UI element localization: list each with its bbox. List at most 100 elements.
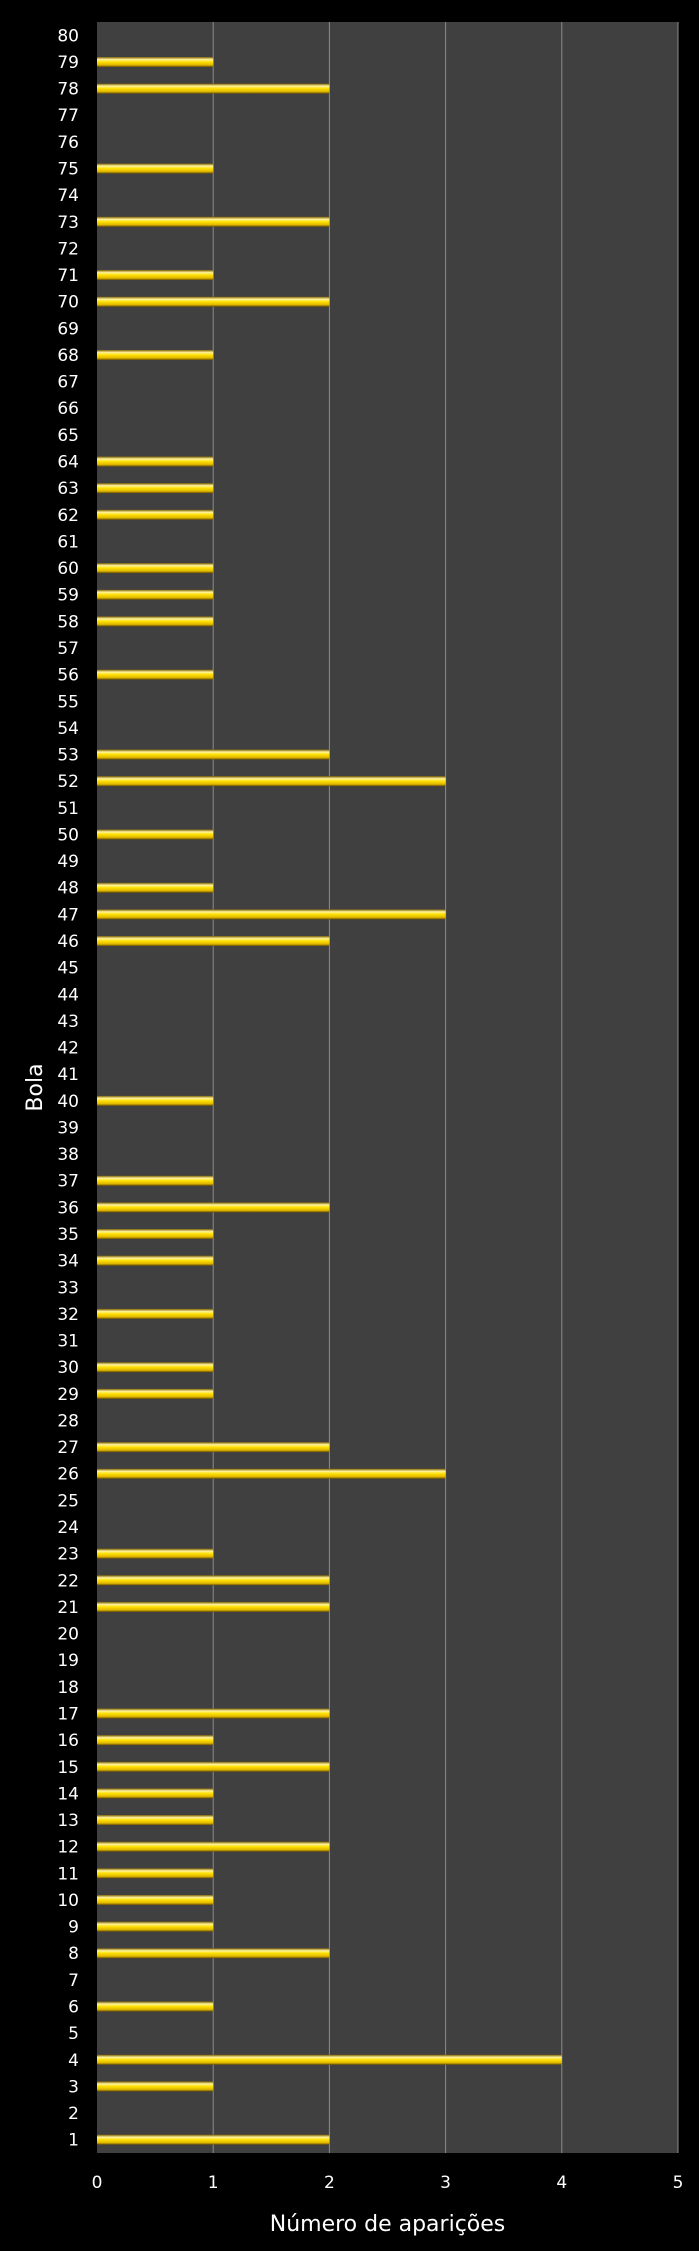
x-axis-label: Número de aparições bbox=[270, 2212, 506, 2237]
bar-47 bbox=[97, 909, 446, 920]
y-tick-label: 25 bbox=[57, 1491, 79, 1511]
bars bbox=[97, 56, 562, 2145]
y-tick-label: 15 bbox=[57, 1758, 79, 1778]
y-tick-label: 14 bbox=[57, 1784, 79, 1804]
y-tick-label: 38 bbox=[57, 1145, 79, 1165]
bar-78 bbox=[97, 83, 330, 94]
y-tick-label: 8 bbox=[68, 1944, 79, 1964]
y-tick-label: 70 bbox=[57, 293, 79, 313]
y-tick-label: 75 bbox=[57, 160, 79, 180]
y-tick-label: 72 bbox=[57, 239, 79, 259]
y-tick-label: 57 bbox=[57, 639, 79, 659]
y-tick-label: 12 bbox=[57, 1838, 79, 1858]
y-tick-label: 20 bbox=[57, 1625, 79, 1645]
y-tick-label: 11 bbox=[57, 1864, 79, 1884]
x-tick-labels: 0 1 2 3 4 5 bbox=[92, 2173, 684, 2193]
y-tick-label: 79 bbox=[57, 53, 79, 73]
y-tick-label: 46 bbox=[57, 932, 79, 952]
y-tick-label: 22 bbox=[57, 1571, 79, 1591]
bar-73 bbox=[97, 216, 330, 227]
bar-36 bbox=[97, 1202, 330, 1213]
bar-34 bbox=[97, 1255, 214, 1266]
y-tick-label: 44 bbox=[57, 985, 79, 1005]
y-tick-label: 7 bbox=[68, 1971, 79, 1991]
y-tick-label: 71 bbox=[57, 266, 79, 286]
bar-17 bbox=[97, 1708, 330, 1719]
bar-9 bbox=[97, 1921, 214, 1932]
y-tick-label: 62 bbox=[57, 506, 79, 526]
bar-70 bbox=[97, 296, 330, 307]
y-tick-label: 18 bbox=[57, 1678, 79, 1698]
bar-4 bbox=[97, 2054, 562, 2065]
y-tick-label: 10 bbox=[57, 1891, 79, 1911]
bar-21 bbox=[97, 1601, 330, 1612]
bar-8 bbox=[97, 1948, 330, 1959]
y-tick-label: 16 bbox=[57, 1731, 79, 1751]
y-tick-label: 26 bbox=[57, 1465, 79, 1485]
bar-27 bbox=[97, 1442, 330, 1453]
y-tick-label: 60 bbox=[57, 559, 79, 579]
y-tick-label: 77 bbox=[57, 106, 79, 126]
y-tick-label: 39 bbox=[57, 1118, 79, 1138]
y-tick-label: 1 bbox=[68, 2131, 79, 2151]
y-tick-label: 78 bbox=[57, 80, 79, 100]
y-tick-label: 6 bbox=[68, 1997, 79, 2017]
bar-13 bbox=[97, 1815, 214, 1826]
y-tick-label: 53 bbox=[57, 746, 79, 766]
bar-30 bbox=[97, 1362, 214, 1373]
bar-23 bbox=[97, 1548, 214, 1559]
y-tick-label: 29 bbox=[57, 1385, 79, 1405]
y-tick-label: 58 bbox=[57, 612, 79, 632]
y-tick-label: 54 bbox=[57, 719, 79, 739]
plot-area bbox=[97, 22, 678, 2153]
gridlines bbox=[212, 22, 679, 2153]
y-tick-label: 9 bbox=[68, 1918, 79, 1938]
bar-68 bbox=[97, 349, 214, 360]
bar-16 bbox=[97, 1735, 214, 1746]
y-tick-label: 28 bbox=[57, 1411, 79, 1431]
y-tick-label: 74 bbox=[57, 186, 79, 206]
bar-35 bbox=[97, 1229, 214, 1240]
x-tick-label: 5 bbox=[673, 2173, 684, 2193]
y-tick-label: 66 bbox=[57, 399, 79, 419]
x-tick-label: 0 bbox=[92, 2173, 103, 2193]
y-tick-label: 36 bbox=[57, 1198, 79, 1218]
y-tick-label: 49 bbox=[57, 852, 79, 872]
y-tick-label: 40 bbox=[57, 1092, 79, 1112]
bar-52 bbox=[97, 776, 446, 787]
bar-46 bbox=[97, 935, 330, 946]
y-tick-label: 19 bbox=[57, 1651, 79, 1671]
y-tick-labels: 1234567891011121314151617181920212223242… bbox=[57, 26, 79, 2150]
y-tick-label: 55 bbox=[57, 692, 79, 712]
bar-48 bbox=[97, 882, 214, 893]
y-tick-label: 41 bbox=[57, 1065, 79, 1085]
y-tick-label: 61 bbox=[57, 532, 79, 552]
bar-3 bbox=[97, 2081, 214, 2092]
y-tick-label: 42 bbox=[57, 1039, 79, 1059]
y-tick-label: 65 bbox=[57, 426, 79, 446]
y-tick-label: 21 bbox=[57, 1598, 79, 1618]
bar-79 bbox=[97, 56, 214, 67]
bar-62 bbox=[97, 509, 214, 520]
y-tick-label: 63 bbox=[57, 479, 79, 499]
y-tick-label: 59 bbox=[57, 586, 79, 606]
y-tick-label: 47 bbox=[57, 905, 79, 925]
bar-59 bbox=[97, 589, 214, 600]
bar-11 bbox=[97, 1868, 214, 1879]
bar-60 bbox=[97, 563, 214, 574]
y-tick-label: 4 bbox=[68, 2051, 79, 2071]
y-tick-label: 67 bbox=[57, 373, 79, 393]
y-tick-label: 35 bbox=[57, 1225, 79, 1245]
bar-58 bbox=[97, 616, 214, 627]
bar-37 bbox=[97, 1175, 214, 1186]
y-tick-label: 31 bbox=[57, 1332, 79, 1352]
bar-53 bbox=[97, 749, 330, 760]
bar-64 bbox=[97, 456, 214, 467]
y-tick-label: 51 bbox=[57, 799, 79, 819]
y-tick-label: 56 bbox=[57, 666, 79, 686]
y-tick-label: 52 bbox=[57, 772, 79, 792]
bar-14 bbox=[97, 1788, 214, 1799]
bar-6 bbox=[97, 2001, 214, 2012]
bar-32 bbox=[97, 1308, 214, 1319]
